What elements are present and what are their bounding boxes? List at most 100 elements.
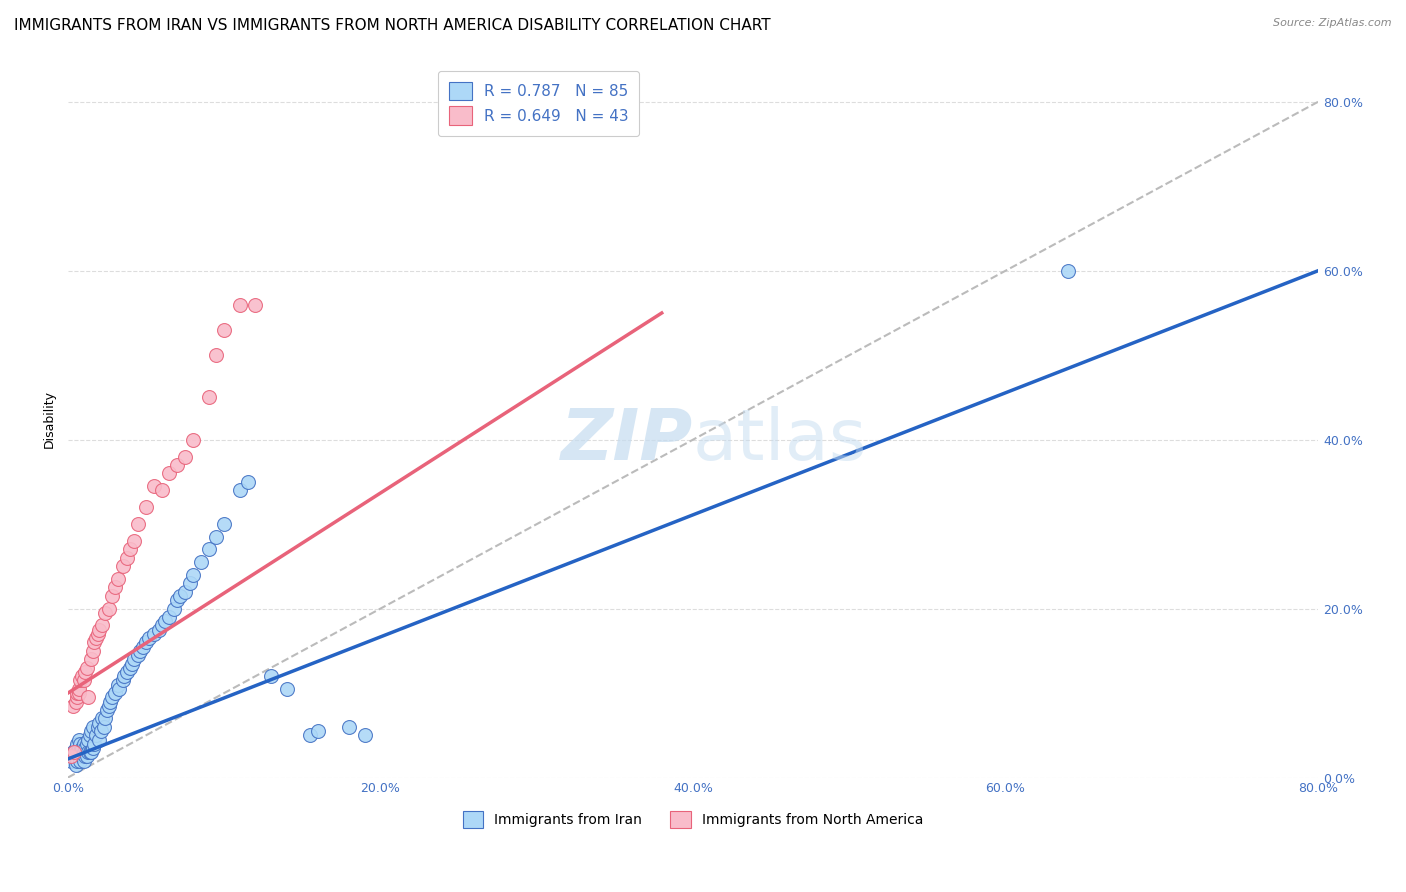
Point xyxy=(65,749,87,764)
Point xyxy=(72,745,94,759)
Point xyxy=(153,614,176,628)
Point xyxy=(97,601,120,615)
Point xyxy=(84,631,107,645)
Point xyxy=(307,724,329,739)
Point xyxy=(70,669,93,683)
Point xyxy=(132,640,155,654)
Point xyxy=(93,720,115,734)
Point xyxy=(67,732,90,747)
Point xyxy=(86,627,108,641)
Point xyxy=(76,737,98,751)
Point xyxy=(76,661,98,675)
Point xyxy=(66,754,89,768)
Point xyxy=(72,754,94,768)
Point xyxy=(205,530,228,544)
Point xyxy=(166,458,188,472)
Point xyxy=(127,648,149,662)
Point xyxy=(65,694,87,708)
Point xyxy=(84,728,107,742)
Legend: Immigrants from Iran, Immigrants from North America: Immigrants from Iran, Immigrants from No… xyxy=(456,805,931,835)
Point xyxy=(89,732,111,747)
Point xyxy=(89,715,111,730)
Point xyxy=(70,749,93,764)
Point xyxy=(66,737,89,751)
Point xyxy=(150,618,173,632)
Text: IMMIGRANTS FROM IRAN VS IMMIGRANTS FROM NORTH AMERICA DISABILITY CORRELATION CHA: IMMIGRANTS FROM IRAN VS IMMIGRANTS FROM … xyxy=(14,18,770,33)
Point xyxy=(69,737,91,751)
Point xyxy=(82,741,104,756)
Point xyxy=(66,686,89,700)
Point xyxy=(90,724,112,739)
Point xyxy=(128,644,150,658)
Point xyxy=(299,728,322,742)
Point xyxy=(127,517,149,532)
Point xyxy=(94,711,117,725)
Point xyxy=(60,749,83,764)
Point xyxy=(62,698,84,713)
Point xyxy=(260,669,283,683)
Point xyxy=(181,433,204,447)
Point xyxy=(121,657,143,671)
Point xyxy=(212,517,235,532)
Point xyxy=(63,749,86,764)
Point xyxy=(79,745,101,759)
Point xyxy=(77,732,100,747)
Point xyxy=(135,500,157,515)
Point xyxy=(104,581,127,595)
Point xyxy=(122,534,145,549)
Point xyxy=(107,678,129,692)
Point xyxy=(89,623,111,637)
Point xyxy=(142,479,165,493)
Text: ZIP: ZIP xyxy=(561,406,693,475)
Point xyxy=(65,757,87,772)
Text: Source: ZipAtlas.com: Source: ZipAtlas.com xyxy=(1274,18,1392,28)
Point xyxy=(76,749,98,764)
Point xyxy=(82,644,104,658)
Point xyxy=(107,572,129,586)
Point xyxy=(111,559,134,574)
Point xyxy=(100,690,122,705)
Point xyxy=(205,348,228,362)
Point xyxy=(80,652,103,666)
Point xyxy=(79,728,101,742)
Point xyxy=(117,665,139,679)
Point xyxy=(70,741,93,756)
Point xyxy=(108,681,131,696)
Text: atlas: atlas xyxy=(693,406,868,475)
Point xyxy=(66,690,89,705)
Point xyxy=(135,635,157,649)
Point xyxy=(65,741,87,756)
Point xyxy=(166,593,188,607)
Point xyxy=(67,749,90,764)
Point xyxy=(66,745,89,759)
Point xyxy=(75,749,97,764)
Point xyxy=(63,745,86,759)
Point xyxy=(97,698,120,713)
Point xyxy=(63,745,86,759)
Point xyxy=(337,720,360,734)
Point xyxy=(83,737,105,751)
Point xyxy=(67,681,90,696)
Point xyxy=(179,576,201,591)
Point xyxy=(276,681,298,696)
Point xyxy=(67,741,90,756)
Point xyxy=(117,550,139,565)
Point xyxy=(122,652,145,666)
Point xyxy=(236,475,259,489)
Point xyxy=(72,673,94,688)
Point xyxy=(148,623,170,637)
Point xyxy=(104,686,127,700)
Point xyxy=(111,673,134,688)
Point xyxy=(77,690,100,705)
Point xyxy=(75,741,97,756)
Point xyxy=(181,567,204,582)
Point xyxy=(159,610,181,624)
Point xyxy=(69,673,91,688)
Point xyxy=(75,665,97,679)
Point xyxy=(86,720,108,734)
Point xyxy=(100,589,122,603)
Point xyxy=(83,635,105,649)
Point xyxy=(142,627,165,641)
Point xyxy=(174,450,197,464)
Point xyxy=(60,754,83,768)
